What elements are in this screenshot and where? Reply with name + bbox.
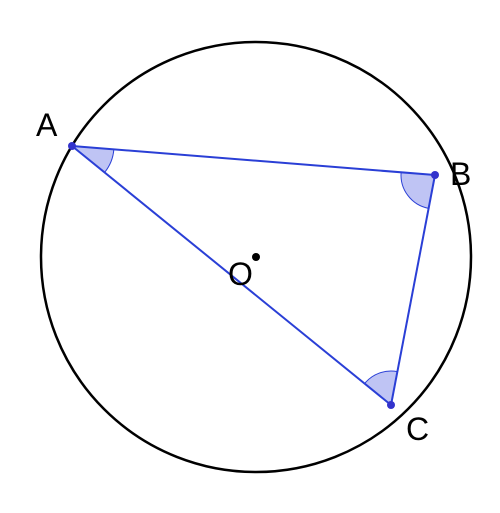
vertex-c-point xyxy=(387,401,395,409)
vertex-a-label: A xyxy=(36,107,58,143)
vertex-b-point xyxy=(431,171,439,179)
vertex-c-label: C xyxy=(406,411,429,447)
center-point xyxy=(252,253,260,261)
center-label: O xyxy=(228,256,253,292)
vertex-b-label: B xyxy=(450,156,471,192)
vertex-a-point xyxy=(68,142,76,150)
geometry-diagram: O A B C xyxy=(0,0,500,513)
